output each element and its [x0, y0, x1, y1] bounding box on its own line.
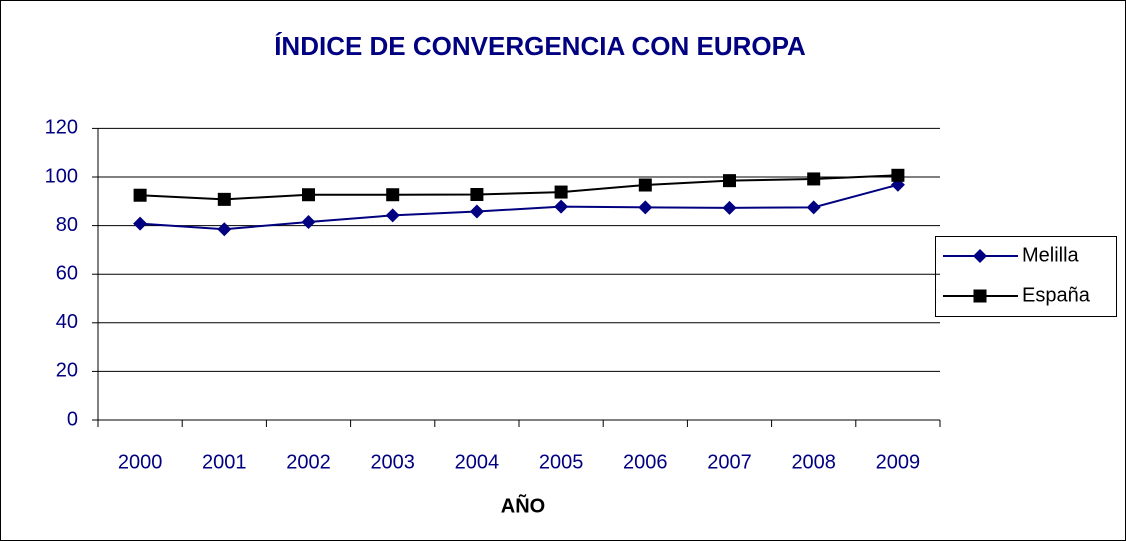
x-tick-label: 2000	[118, 451, 163, 473]
marker	[807, 172, 821, 186]
marker	[469, 204, 484, 219]
marker	[638, 200, 653, 215]
marker	[973, 289, 987, 303]
marker	[385, 208, 400, 223]
x-tick-label: 2007	[707, 451, 752, 473]
x-tick-label: 2008	[791, 451, 836, 473]
marker	[133, 188, 147, 202]
marker	[386, 188, 400, 202]
marker	[554, 185, 568, 199]
series-line	[140, 183, 899, 231]
y-tick-label: 40	[56, 311, 78, 333]
marker	[301, 214, 316, 229]
legend-label: Melilla	[1022, 244, 1080, 266]
y-tick-label: 100	[45, 165, 78, 187]
y-tick-label: 0	[67, 408, 78, 430]
y-tick-label: 20	[56, 360, 78, 382]
y-tick-label: 120	[45, 117, 78, 139]
marker	[217, 192, 231, 206]
y-tick-label: 80	[56, 214, 78, 236]
marker	[470, 187, 484, 201]
legend-label: España	[1022, 284, 1091, 306]
marker	[973, 249, 987, 263]
marker	[133, 216, 148, 231]
x-tick-label: 2006	[623, 451, 668, 473]
marker	[554, 199, 569, 214]
x-tick-label: 2009	[876, 451, 921, 473]
marker	[806, 200, 821, 215]
legend-box	[935, 236, 1117, 317]
x-tick-label: 2002	[286, 451, 331, 473]
chart-title: ÍNDICE DE CONVERGENCIA CON EUROPA	[274, 31, 806, 61]
marker	[722, 200, 737, 215]
marker	[217, 222, 232, 237]
x-tick-label: 2001	[202, 451, 247, 473]
marker	[302, 188, 315, 202]
marker	[723, 174, 736, 188]
x-tick-label: 2003	[370, 451, 415, 473]
marker	[638, 178, 652, 192]
series-line	[140, 174, 898, 201]
marker	[891, 168, 905, 182]
x-axis-title: AÑO	[501, 494, 545, 517]
x-tick-label: 2005	[539, 451, 584, 473]
x-tick-label: 2004	[455, 451, 500, 473]
y-tick-label: 60	[56, 262, 78, 284]
